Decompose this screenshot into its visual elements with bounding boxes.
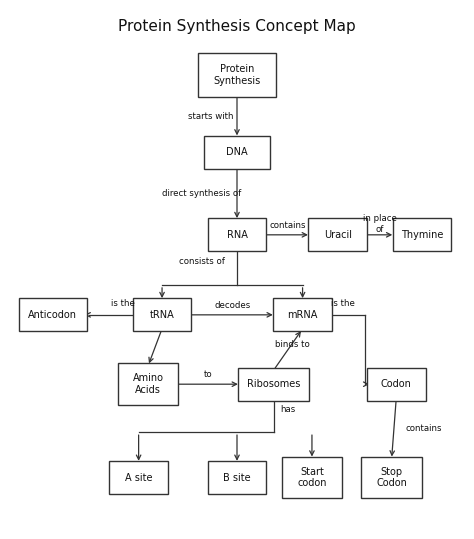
Text: Stop
Codon: Stop Codon — [376, 467, 407, 488]
FancyBboxPatch shape — [133, 298, 191, 331]
Text: contains: contains — [405, 424, 442, 433]
Text: direct synthesis of: direct synthesis of — [162, 189, 241, 198]
Text: Start
codon: Start codon — [297, 467, 327, 488]
Text: decodes: decodes — [214, 301, 250, 310]
Text: RNA: RNA — [227, 230, 247, 240]
FancyBboxPatch shape — [238, 368, 309, 400]
Text: B site: B site — [223, 473, 251, 482]
Text: Protein Synthesis Concept Map: Protein Synthesis Concept Map — [118, 19, 356, 34]
FancyBboxPatch shape — [273, 298, 332, 331]
Text: mRNA: mRNA — [287, 310, 318, 320]
FancyBboxPatch shape — [19, 298, 87, 331]
Text: to: to — [204, 370, 213, 379]
Text: is the: is the — [111, 299, 136, 308]
FancyBboxPatch shape — [309, 218, 367, 251]
Text: is the: is the — [331, 299, 355, 308]
Text: A site: A site — [125, 473, 152, 482]
FancyBboxPatch shape — [393, 218, 451, 251]
FancyBboxPatch shape — [198, 53, 276, 96]
Text: Uracil: Uracil — [324, 230, 352, 240]
FancyBboxPatch shape — [204, 136, 270, 169]
Text: Ribosomes: Ribosomes — [247, 379, 300, 389]
Text: Anticodon: Anticodon — [28, 310, 77, 320]
Text: Amino
Acids: Amino Acids — [133, 374, 164, 395]
FancyBboxPatch shape — [118, 363, 178, 405]
FancyBboxPatch shape — [208, 461, 266, 494]
Text: tRNA: tRNA — [150, 310, 174, 320]
FancyBboxPatch shape — [282, 457, 342, 499]
Text: contains: contains — [269, 221, 306, 230]
Text: Protein
Synthesis: Protein Synthesis — [213, 64, 261, 86]
Text: binds to: binds to — [275, 340, 310, 349]
Text: starts with: starts with — [189, 112, 234, 121]
Text: has: has — [280, 405, 295, 414]
FancyBboxPatch shape — [361, 457, 422, 499]
Text: Codon: Codon — [381, 379, 412, 389]
FancyBboxPatch shape — [367, 368, 426, 400]
Text: in place
of: in place of — [363, 215, 397, 234]
FancyBboxPatch shape — [109, 461, 168, 494]
Text: Thymine: Thymine — [401, 230, 443, 240]
Text: consists of: consists of — [179, 257, 225, 266]
Text: DNA: DNA — [226, 147, 248, 157]
FancyBboxPatch shape — [208, 218, 266, 251]
